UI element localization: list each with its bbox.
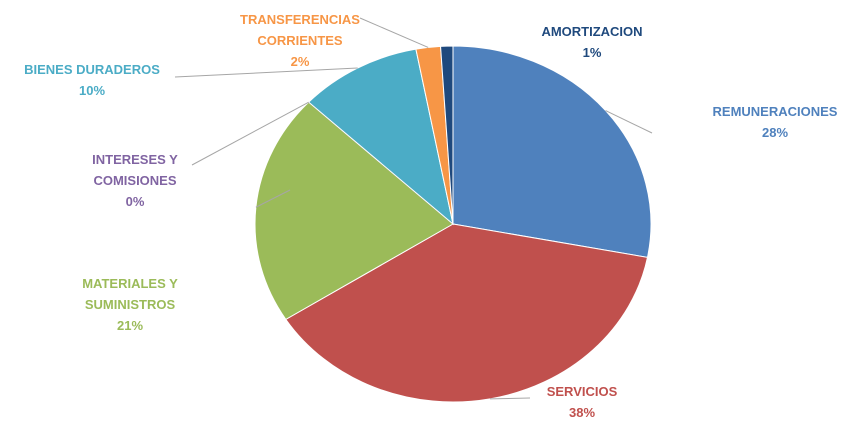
value-label: 0% (125, 194, 145, 209)
slice-label: REMUNERACIONES 28% (690, 101, 852, 143)
leader-line (605, 110, 653, 134)
leader-line (490, 397, 531, 400)
value-label: 21% (116, 318, 144, 333)
slice-label: TRANSFERENCIAS CORRIENTES 2% (230, 9, 370, 72)
slice-label: SERVICIOS 38% (522, 381, 642, 423)
category-name: TRANSFERENCIAS CORRIENTES (240, 12, 360, 48)
category-name: INTERESES Y COMISIONES (92, 152, 178, 188)
slice-label: AMORTIZACION 1% (517, 21, 667, 63)
pie-slice (440, 45, 454, 225)
category-name: AMORTIZACION (541, 24, 643, 39)
category-name: REMUNERACIONES (712, 104, 838, 119)
leader-line (191, 101, 309, 166)
leader-line (255, 189, 291, 208)
category-name: MATERIALES Y SUMINISTROS (82, 276, 178, 312)
slice-label: BIENES DURADEROS 10% (0, 59, 192, 101)
leader-line (174, 67, 358, 78)
pie-slice (285, 223, 649, 403)
slice-label: INTERESES Y COMISIONES 0% (80, 149, 190, 212)
leader-line (359, 17, 429, 48)
slice-label: MATERIALES Y SUMINISTROS 21% (70, 273, 190, 336)
value-label: 10% (78, 83, 106, 98)
pie-slice (307, 48, 454, 226)
value-label: 38% (568, 405, 596, 420)
value-label: 1% (582, 45, 602, 60)
category-name: BIENES DURADEROS (24, 62, 160, 77)
pie-slice (452, 45, 652, 258)
category-name: SERVICIOS (546, 384, 618, 399)
value-label: 28% (761, 125, 789, 140)
value-label: 2% (290, 54, 310, 69)
